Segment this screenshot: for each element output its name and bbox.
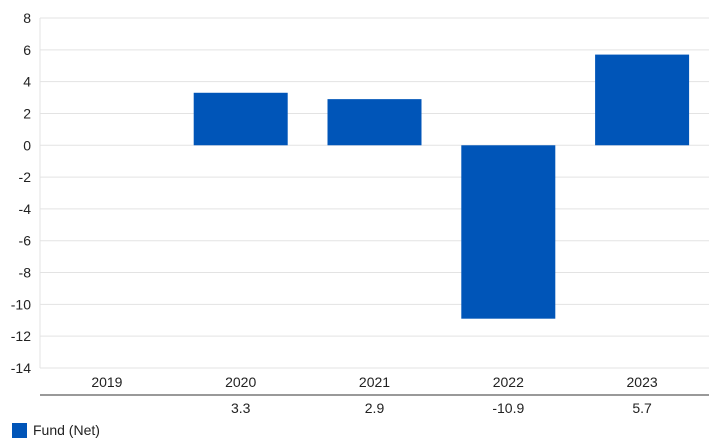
y-tick-label: -2 bbox=[19, 169, 32, 185]
y-tick-label: 0 bbox=[23, 137, 31, 153]
table-value: 2.9 bbox=[365, 400, 385, 416]
bar bbox=[595, 54, 690, 146]
y-tick-label: -6 bbox=[19, 233, 32, 249]
legend-swatch bbox=[12, 422, 27, 438]
table-value: 5.7 bbox=[632, 400, 652, 416]
y-tick-label: -8 bbox=[19, 265, 32, 281]
y-tick-label: -10 bbox=[11, 296, 31, 312]
y-tick-label: -4 bbox=[19, 201, 32, 217]
value-table: 3.3 2.9 -10.9 5.7 bbox=[40, 394, 709, 416]
table-value: -10.9 bbox=[492, 400, 524, 416]
x-tick-label: 2023 bbox=[627, 374, 658, 390]
x-tick-label: 2020 bbox=[225, 374, 256, 390]
y-tick-label: 4 bbox=[23, 74, 31, 90]
bars bbox=[193, 54, 690, 319]
y-tick-label: -14 bbox=[11, 360, 31, 376]
y-tick-label: 8 bbox=[23, 10, 31, 26]
y-tick-label: -12 bbox=[11, 328, 31, 344]
y-tick-label: 6 bbox=[23, 42, 31, 58]
x-axis-ticks: 2019 2020 2021 2022 2023 bbox=[91, 374, 658, 390]
legend: Fund (Net) bbox=[12, 422, 100, 438]
y-tick-label: 2 bbox=[23, 105, 31, 121]
x-tick-label: 2019 bbox=[91, 374, 122, 390]
x-tick-label: 2021 bbox=[359, 374, 390, 390]
bar bbox=[193, 92, 288, 146]
bar bbox=[461, 145, 556, 319]
table-value: 3.3 bbox=[231, 400, 251, 416]
bar bbox=[327, 99, 422, 146]
x-tick-label: 2022 bbox=[493, 374, 524, 390]
legend-label: Fund (Net) bbox=[33, 422, 100, 438]
y-axis-ticks: 8 6 4 2 0 -2 -4 -6 -8 -10 -12 -14 bbox=[11, 10, 31, 376]
